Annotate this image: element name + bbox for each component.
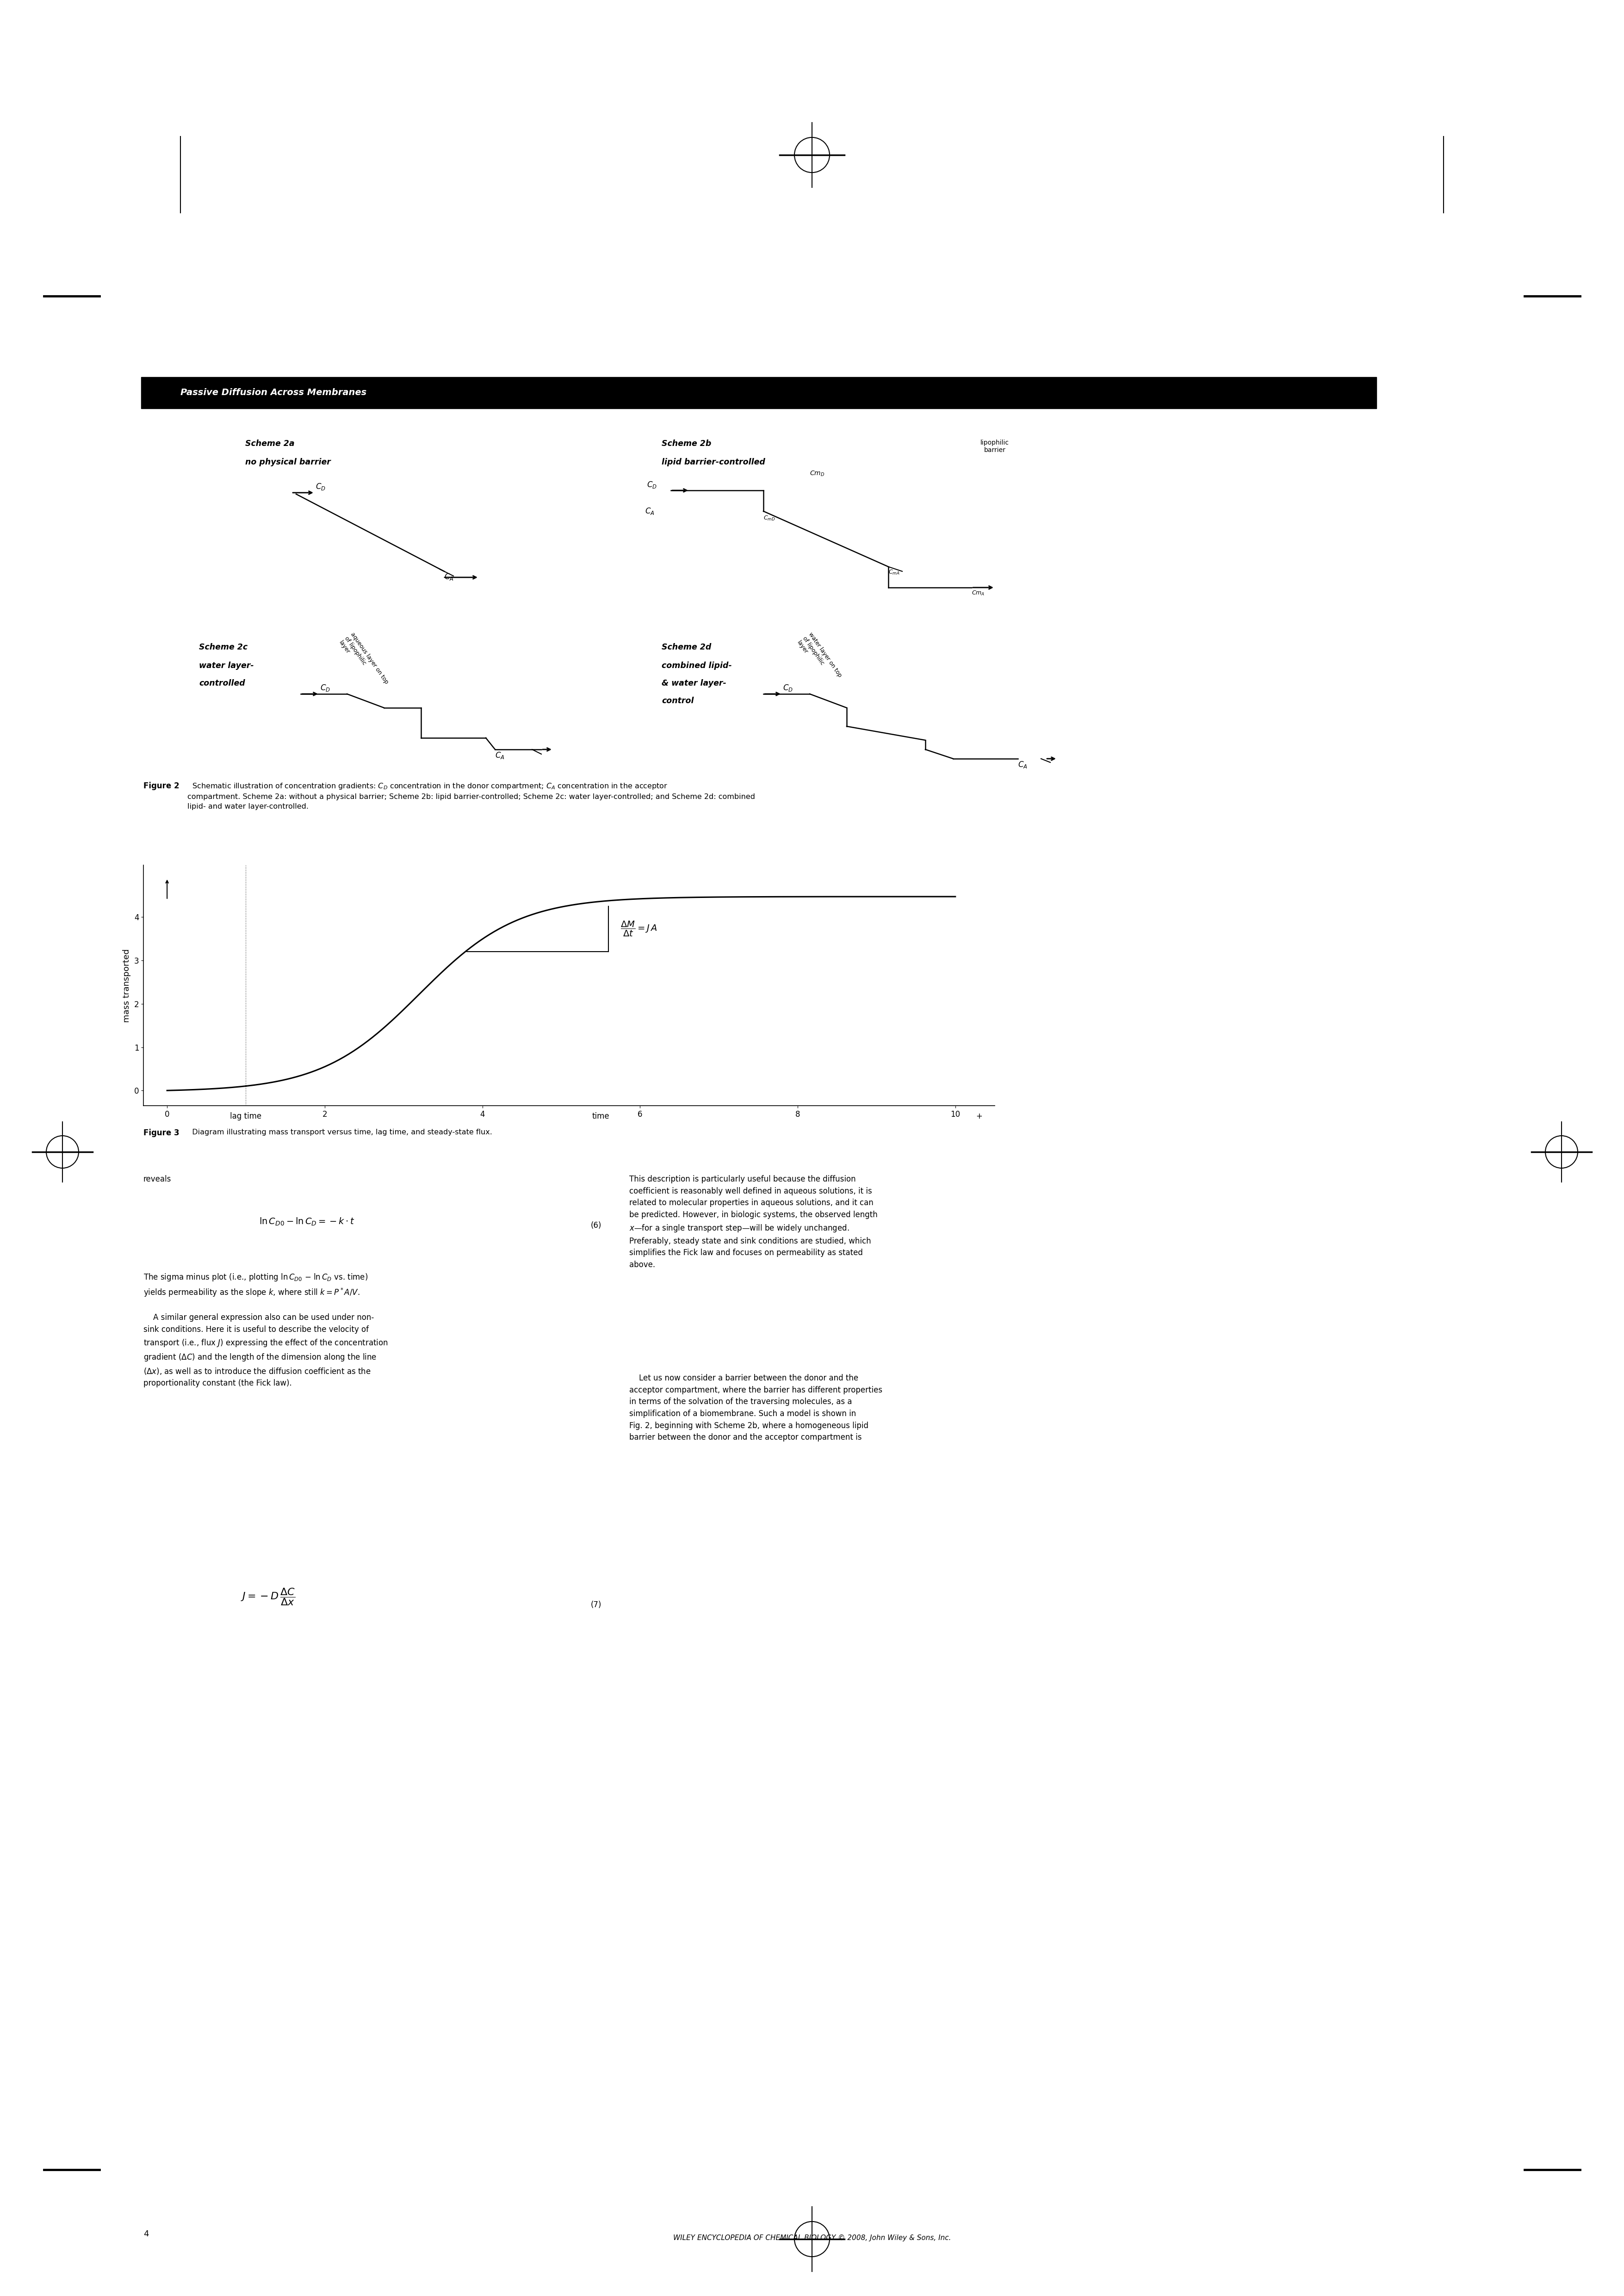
Text: Scheme 2a: Scheme 2a xyxy=(245,439,294,448)
Text: Scheme 2d: Scheme 2d xyxy=(661,643,711,652)
Text: $C_{mA}$: $C_{mA}$ xyxy=(888,569,900,576)
Bar xyxy=(141,377,1377,409)
Text: Passive Diffusion Across Membranes: Passive Diffusion Across Membranes xyxy=(180,388,367,397)
Y-axis label: mass transported: mass transported xyxy=(122,948,132,1022)
Text: WILEY ENCYCLOPEDIA OF CHEMICAL BIOLOGY © 2008, John Wiley & Sons, Inc.: WILEY ENCYCLOPEDIA OF CHEMICAL BIOLOGY ©… xyxy=(672,2234,952,2241)
Text: $C_D$: $C_D$ xyxy=(320,684,330,693)
Text: The sigma minus plot (i.e., plotting $\ln C_{D0}$ − $\ln C_D$ vs. time)
yields p: The sigma minus plot (i.e., plotting $\l… xyxy=(143,1272,388,1387)
Text: $C_A$: $C_A$ xyxy=(495,751,505,760)
Text: Scheme 2c: Scheme 2c xyxy=(200,643,247,652)
Text: 4: 4 xyxy=(143,2229,149,2239)
Text: +: + xyxy=(976,1111,983,1120)
Text: lipophilic
barrier: lipophilic barrier xyxy=(981,439,1009,455)
Text: $C_{mD}$: $C_{mD}$ xyxy=(763,514,775,521)
Text: water layer on top
of lipophilic
layer: water layer on top of lipophilic layer xyxy=(796,631,843,687)
Text: water layer-: water layer- xyxy=(200,661,253,670)
Text: time: time xyxy=(591,1111,609,1120)
Text: & water layer-: & water layer- xyxy=(661,680,726,687)
Text: $C_D$: $C_D$ xyxy=(783,684,793,693)
Text: no physical barrier: no physical barrier xyxy=(245,457,331,466)
Text: Figure 2: Figure 2 xyxy=(143,783,179,790)
Text: Schematic illustration of concentration gradients: $C_D$ concentration in the do: Schematic illustration of concentration … xyxy=(187,783,755,810)
Text: $Cm_D$: $Cm_D$ xyxy=(810,471,825,478)
Text: This description is particularly useful because the diffusion
coefficient is rea: This description is particularly useful … xyxy=(628,1176,877,1270)
Text: controlled: controlled xyxy=(200,680,245,687)
Text: $Cm_A$: $Cm_A$ xyxy=(971,590,984,597)
Text: Figure 3: Figure 3 xyxy=(143,1130,179,1137)
Text: Diagram illustrating mass transport versus time, lag time, and steady-state flux: Diagram illustrating mass transport vers… xyxy=(187,1130,492,1137)
Text: $C_D$: $C_D$ xyxy=(646,480,658,489)
Text: (6): (6) xyxy=(591,1221,601,1231)
Text: $J = -D\,\dfrac{\Delta C}{\Delta x}$: $J = -D\,\dfrac{\Delta C}{\Delta x}$ xyxy=(240,1587,296,1607)
Text: control: control xyxy=(661,696,693,705)
Text: Scheme 2b: Scheme 2b xyxy=(661,439,711,448)
Text: Let us now consider a barrier between the donor and the
acceptor compartment, wh: Let us now consider a barrier between th… xyxy=(628,1373,882,1442)
Text: aqueous layer on top
of lipophilic
layer: aqueous layer on top of lipophilic layer xyxy=(338,631,390,693)
Text: lipid barrier-controlled: lipid barrier-controlled xyxy=(661,457,765,466)
Text: reveals: reveals xyxy=(143,1176,172,1182)
Text: (7): (7) xyxy=(591,1600,601,1609)
Text: $C_A$: $C_A$ xyxy=(645,507,654,517)
Text: lag time: lag time xyxy=(231,1111,261,1120)
Text: $C_A$: $C_A$ xyxy=(445,572,453,581)
Text: $C_D$: $C_D$ xyxy=(315,482,326,491)
Text: combined lipid-: combined lipid- xyxy=(661,661,732,670)
Text: $\dfrac{\Delta M}{\Delta t} = J\,A$: $\dfrac{\Delta M}{\Delta t} = J\,A$ xyxy=(620,921,658,937)
Text: $\ln C_{D0} - \ln C_D = -k \cdot t$: $\ln C_{D0} - \ln C_D = -k \cdot t$ xyxy=(260,1217,356,1226)
Text: $C_A$: $C_A$ xyxy=(1018,760,1028,769)
